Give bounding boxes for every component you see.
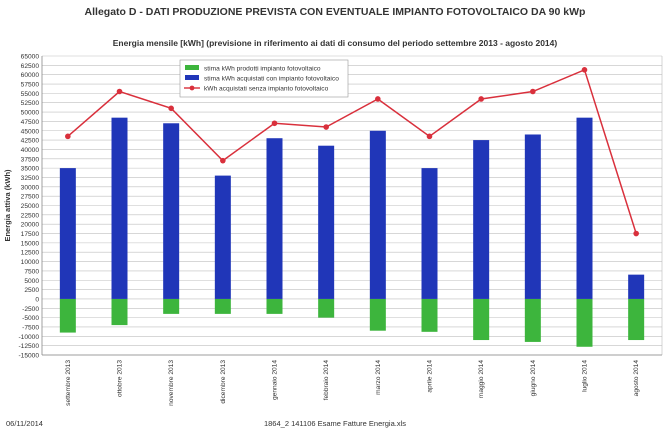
x-tick-label: febbraio 2014 [323,360,330,401]
x-tick-label: ottobre 2013 [117,360,124,397]
x-tick-label: aprile 2014 [427,360,434,393]
line-point [530,88,536,95]
y-tick-label: -5000 [22,315,39,322]
y-tick-label: -12500 [18,343,39,350]
legend-swatch [185,65,199,70]
bar-purchased-with-pv [524,134,541,299]
y-tick-label: 55000 [21,91,40,98]
bar-produced [214,298,231,314]
bar-purchased-with-pv [266,138,283,299]
bar-purchased-with-pv [628,274,645,299]
y-tick-label: 37500 [21,156,40,163]
x-tick-label: maggio 2014 [478,360,485,398]
y-tick-label: 22500 [21,212,40,219]
y-tick-label: -10000 [18,334,39,341]
y-tick-label: 2500 [24,287,39,294]
bar-purchased-with-pv [576,117,593,299]
bar-purchased-with-pv [111,117,128,299]
y-tick-label: 30000 [21,184,40,191]
page-title: Allegato D - DATI PRODUZIONE PREVISTA CO… [84,6,586,18]
bar-produced [59,298,76,333]
x-tick-label: agosto 2014 [633,360,640,397]
bar-purchased-with-pv [369,130,386,299]
bar-produced [318,298,335,318]
bar-purchased-with-pv [318,145,335,299]
bar-produced [369,298,386,331]
bar-purchased-with-pv [163,123,180,299]
y-tick-label: 32500 [21,175,40,182]
footer-date: 06/11/2014 [6,419,43,428]
legend-label: kWh acquistati senza impianto fotovoltai… [204,85,329,92]
line-point [478,96,484,102]
line-point [220,157,226,164]
y-tick-label: 20000 [21,222,40,229]
bar-produced [266,298,283,314]
line-purchased-without-pv [67,68,637,234]
line-point [271,120,278,127]
x-tick-label: giugno 2014 [530,360,537,397]
x-tick-label: dicembre 2013 [220,360,227,404]
line-point [168,105,174,112]
legend-label: stima kWh acquistati con impianto fotovo… [204,75,339,82]
bar-produced [421,298,438,332]
line-point [375,96,381,102]
y-tick-label: 0 [35,296,39,303]
y-tick-label: 65000 [21,54,40,61]
x-tick-label: marzo 2014 [375,360,382,395]
line-point [633,230,639,237]
x-tick-label: gennaio 2014 [272,360,279,400]
line-point [323,124,329,130]
legend-label: stima kWh prodotti impianto fotovoltaico [204,65,321,72]
y-tick-label: 10000 [21,259,40,266]
footer-filename: 1864_2 141106 Esame Fatture Energia.xls [263,419,407,428]
y-tick-label: 15000 [21,240,40,247]
line-point [426,133,433,140]
y-tick-label: 52500 [21,100,40,107]
line-point [581,67,588,73]
bar-purchased-with-pv [214,175,231,299]
legend-swatch-marker [189,85,195,91]
bar-purchased-with-pv [473,140,490,299]
y-tick-label: 42500 [21,138,40,145]
y-tick-label: 35000 [21,166,40,173]
y-tick-label: -15000 [18,353,39,360]
x-tick-label: novembre 2013 [168,360,175,406]
x-tick-label: settembre 2013 [65,360,72,406]
legend-swatch [185,75,199,80]
y-tick-label: 57500 [21,82,40,89]
y-tick-label: 7500 [24,268,39,275]
y-tick-label: 40000 [21,147,40,154]
bar-purchased-with-pv [421,168,438,299]
y-tick-label: 5000 [24,278,39,285]
y-tick-label: 27500 [21,194,40,201]
chart-title: Energia mensile [kWh] (previsione in rif… [113,38,558,48]
y-axis-label: Energia attiva (kWh) [3,169,12,242]
line-point [116,88,123,95]
y-tick-label: 17500 [21,231,40,238]
y-tick-label: 62500 [21,63,40,70]
y-tick-label: 50000 [21,110,40,117]
y-tick-label: 60000 [21,72,40,79]
bar-produced [473,298,490,341]
y-tick-label: 47500 [21,119,40,126]
bar-produced [576,298,593,347]
line-point [65,133,71,140]
y-tick-label: 25000 [21,203,40,210]
bar-produced [628,298,645,341]
y-tick-label: -2500 [22,306,39,313]
bar-produced [111,298,128,326]
legend-box [179,59,349,98]
x-tick-label: luglio 2014 [582,360,589,392]
bar-produced [524,298,541,342]
bar-produced [163,298,180,314]
y-tick-label: 45000 [21,128,40,135]
bar-purchased-with-pv [59,168,76,299]
y-tick-label: 12500 [21,250,40,257]
y-tick-label: -7500 [22,324,39,331]
